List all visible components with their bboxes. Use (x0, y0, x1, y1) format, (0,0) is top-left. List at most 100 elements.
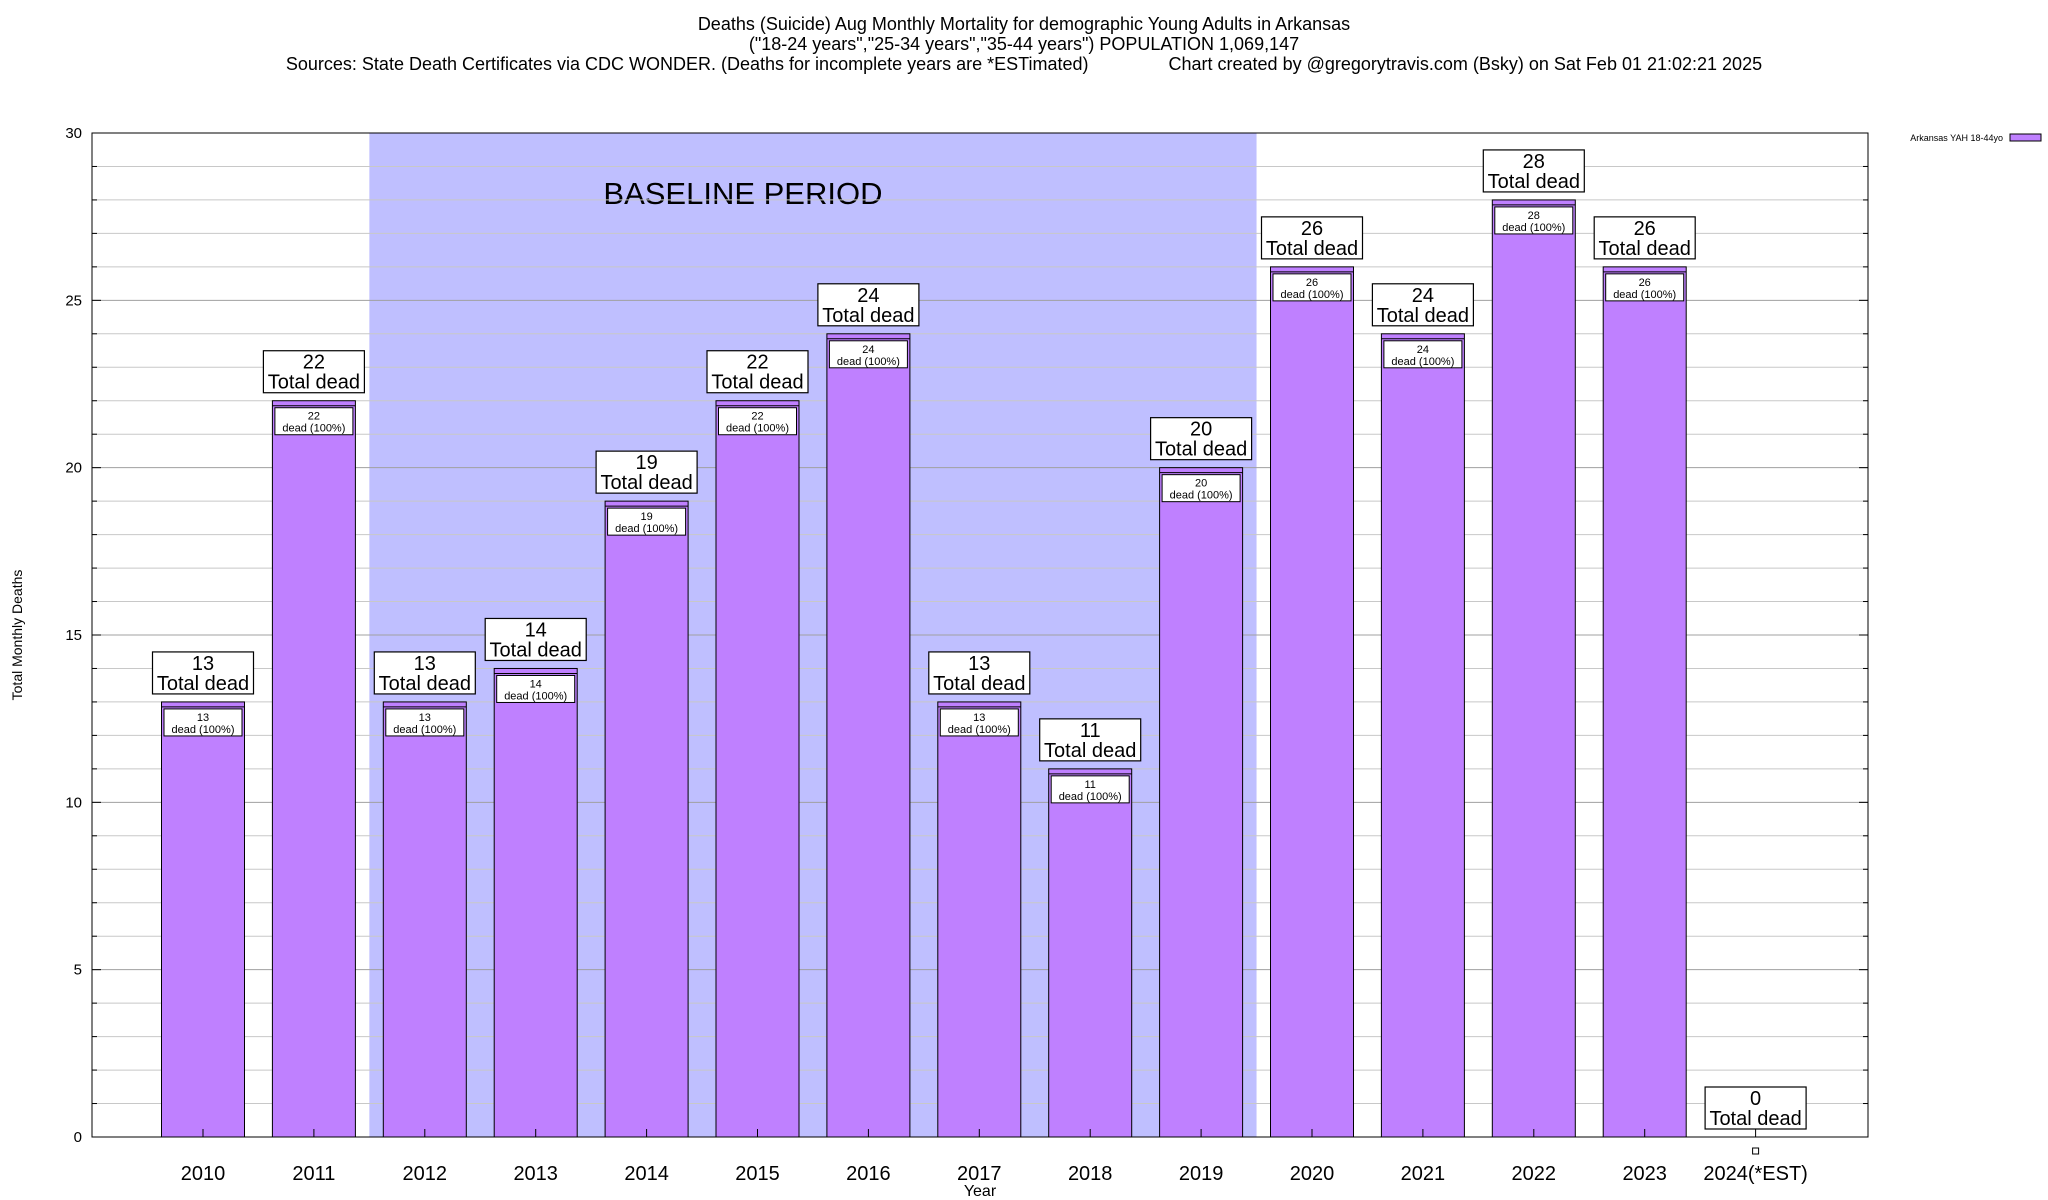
total-label-value: 28 (1523, 151, 1545, 173)
inner-label-text: dead (100%) (948, 724, 1011, 736)
total-label-box (1039, 718, 1142, 762)
x-tick-label: 2014 (624, 1163, 669, 1185)
total-label-text: Total dead (1044, 740, 1136, 762)
x-tick-label: 2019 (1179, 1163, 1224, 1185)
total-label-text: Total dead (1266, 238, 1358, 260)
total-label-value: 24 (857, 285, 879, 307)
inner-label-box (1050, 775, 1130, 804)
inner-label-text: dead (100%) (504, 690, 567, 702)
x-tick-label: 2023 (1622, 1163, 1667, 1185)
inner-label-text: dead (100%) (172, 724, 235, 736)
inner-label-text: dead (100%) (1281, 289, 1344, 301)
legend-label: Arkansas YAH 18-44yo (1910, 133, 2003, 143)
bar (382, 701, 467, 1138)
bar (493, 667, 578, 1138)
x-tick-label: 2011 (292, 1163, 335, 1185)
total-label-box (706, 350, 809, 394)
x-tick-label: 2024(*EST) (1703, 1163, 1808, 1185)
bar (1380, 333, 1465, 1138)
total-label-text: Total dead (600, 472, 692, 494)
total-label-text: Total dead (1709, 1108, 1801, 1130)
inner-label-text: dead (100%) (1502, 222, 1565, 234)
inner-label-text: dead (100%) (1170, 490, 1233, 502)
inner-label-text: dead (100%) (393, 724, 456, 736)
bar (271, 400, 356, 1138)
bar (1491, 199, 1576, 1138)
total-label-box (1371, 283, 1475, 327)
inner-label-text: dead (100%) (1391, 356, 1454, 368)
total-label-text: Total dead (933, 673, 1025, 695)
title-line-2: ("18-24 years","25-34 years","35-44 year… (748, 34, 1300, 54)
total-label-value: 0 (1750, 1088, 1761, 1110)
total-label-text: Total dead (490, 639, 582, 661)
total-label-value: 26 (1301, 218, 1323, 240)
bar (1159, 467, 1244, 1138)
inner-label-value: 13 (419, 712, 431, 724)
inner-label-text: dead (100%) (282, 423, 345, 435)
y-axis-label: Total Monthly Deaths (9, 570, 25, 701)
inner-label-box (1272, 273, 1352, 302)
inner-label-value: 24 (862, 344, 874, 356)
legend: Arkansas YAH 18-44yo (1910, 133, 2042, 143)
x-tick-label: 2018 (1068, 1163, 1113, 1185)
x-tick-label: 2017 (957, 1163, 1002, 1185)
inner-label-value: 11 (1084, 779, 1095, 791)
inner-label-value: 20 (1195, 478, 1207, 490)
bar (161, 701, 245, 1138)
total-label-value: 22 (746, 352, 768, 374)
inner-label-box (718, 407, 797, 436)
inner-label-box (496, 674, 576, 703)
total-label-box (1593, 216, 1696, 260)
inner-label-box (1605, 273, 1685, 302)
inner-label-box (1494, 206, 1574, 235)
inner-label-value: 26 (1639, 277, 1651, 289)
title-line-1: Deaths (Suicide) Aug Monthly Mortality f… (697, 14, 1351, 34)
inner-label-box (939, 708, 1019, 737)
total-label-box (1149, 417, 1253, 461)
y-tick-label: 15 (65, 627, 82, 644)
inner-label-value: 28 (1528, 210, 1540, 222)
legend-swatch (2009, 133, 2042, 142)
total-label-value: 13 (192, 653, 214, 675)
y-tick-label: 10 (65, 794, 82, 811)
inner-label-text: dead (100%) (1059, 791, 1122, 803)
inner-label-value: 26 (1306, 277, 1318, 289)
inner-label-text: dead (100%) (615, 523, 678, 535)
inner-label-text: dead (100%) (726, 423, 789, 435)
total-label-value: 20 (1190, 419, 1212, 441)
total-label-value: 24 (1412, 285, 1434, 307)
inner-label-value: 13 (973, 712, 985, 724)
total-label-text: Total dead (1599, 238, 1691, 260)
y-tick-label: 0 (74, 1129, 82, 1146)
bar (1602, 266, 1687, 1138)
x-tick-label: 2020 (1290, 1163, 1335, 1185)
x-tick-label: 2013 (513, 1163, 558, 1185)
x-tick-label: 2012 (403, 1163, 448, 1185)
inner-label-box (274, 407, 354, 436)
y-tick-label: 20 (65, 460, 82, 477)
total-label-box (151, 651, 255, 695)
total-label-box (262, 350, 365, 394)
total-label-value: 13 (414, 653, 436, 675)
inner-label-value: 24 (1417, 344, 1429, 356)
title-line-3: Sources: State Death Certificates via CD… (285, 54, 1763, 74)
total-label-text: Total dead (379, 673, 471, 695)
total-label-box (484, 617, 587, 662)
bar (1270, 266, 1354, 1138)
y-tick-label: 30 (65, 125, 82, 142)
total-label-text: Total dead (268, 372, 360, 394)
x-tick-label: 2010 (181, 1163, 226, 1185)
total-label-box (928, 651, 1031, 695)
inner-label-box (1161, 474, 1241, 503)
total-label-value: 11 (1080, 720, 1101, 742)
bar (604, 500, 689, 1138)
inner-label-value: 22 (751, 411, 763, 423)
total-label-box (1704, 1086, 1807, 1130)
total-label-text: Total dead (711, 372, 803, 394)
bar (826, 333, 911, 1138)
inner-label-box (828, 340, 908, 369)
axes: 2010 2011 2012 2013 2014 2015 2016 2017 2018 2019… (65, 125, 1869, 1185)
inner-label-value: 22 (308, 411, 320, 423)
bar (1048, 768, 1133, 1138)
